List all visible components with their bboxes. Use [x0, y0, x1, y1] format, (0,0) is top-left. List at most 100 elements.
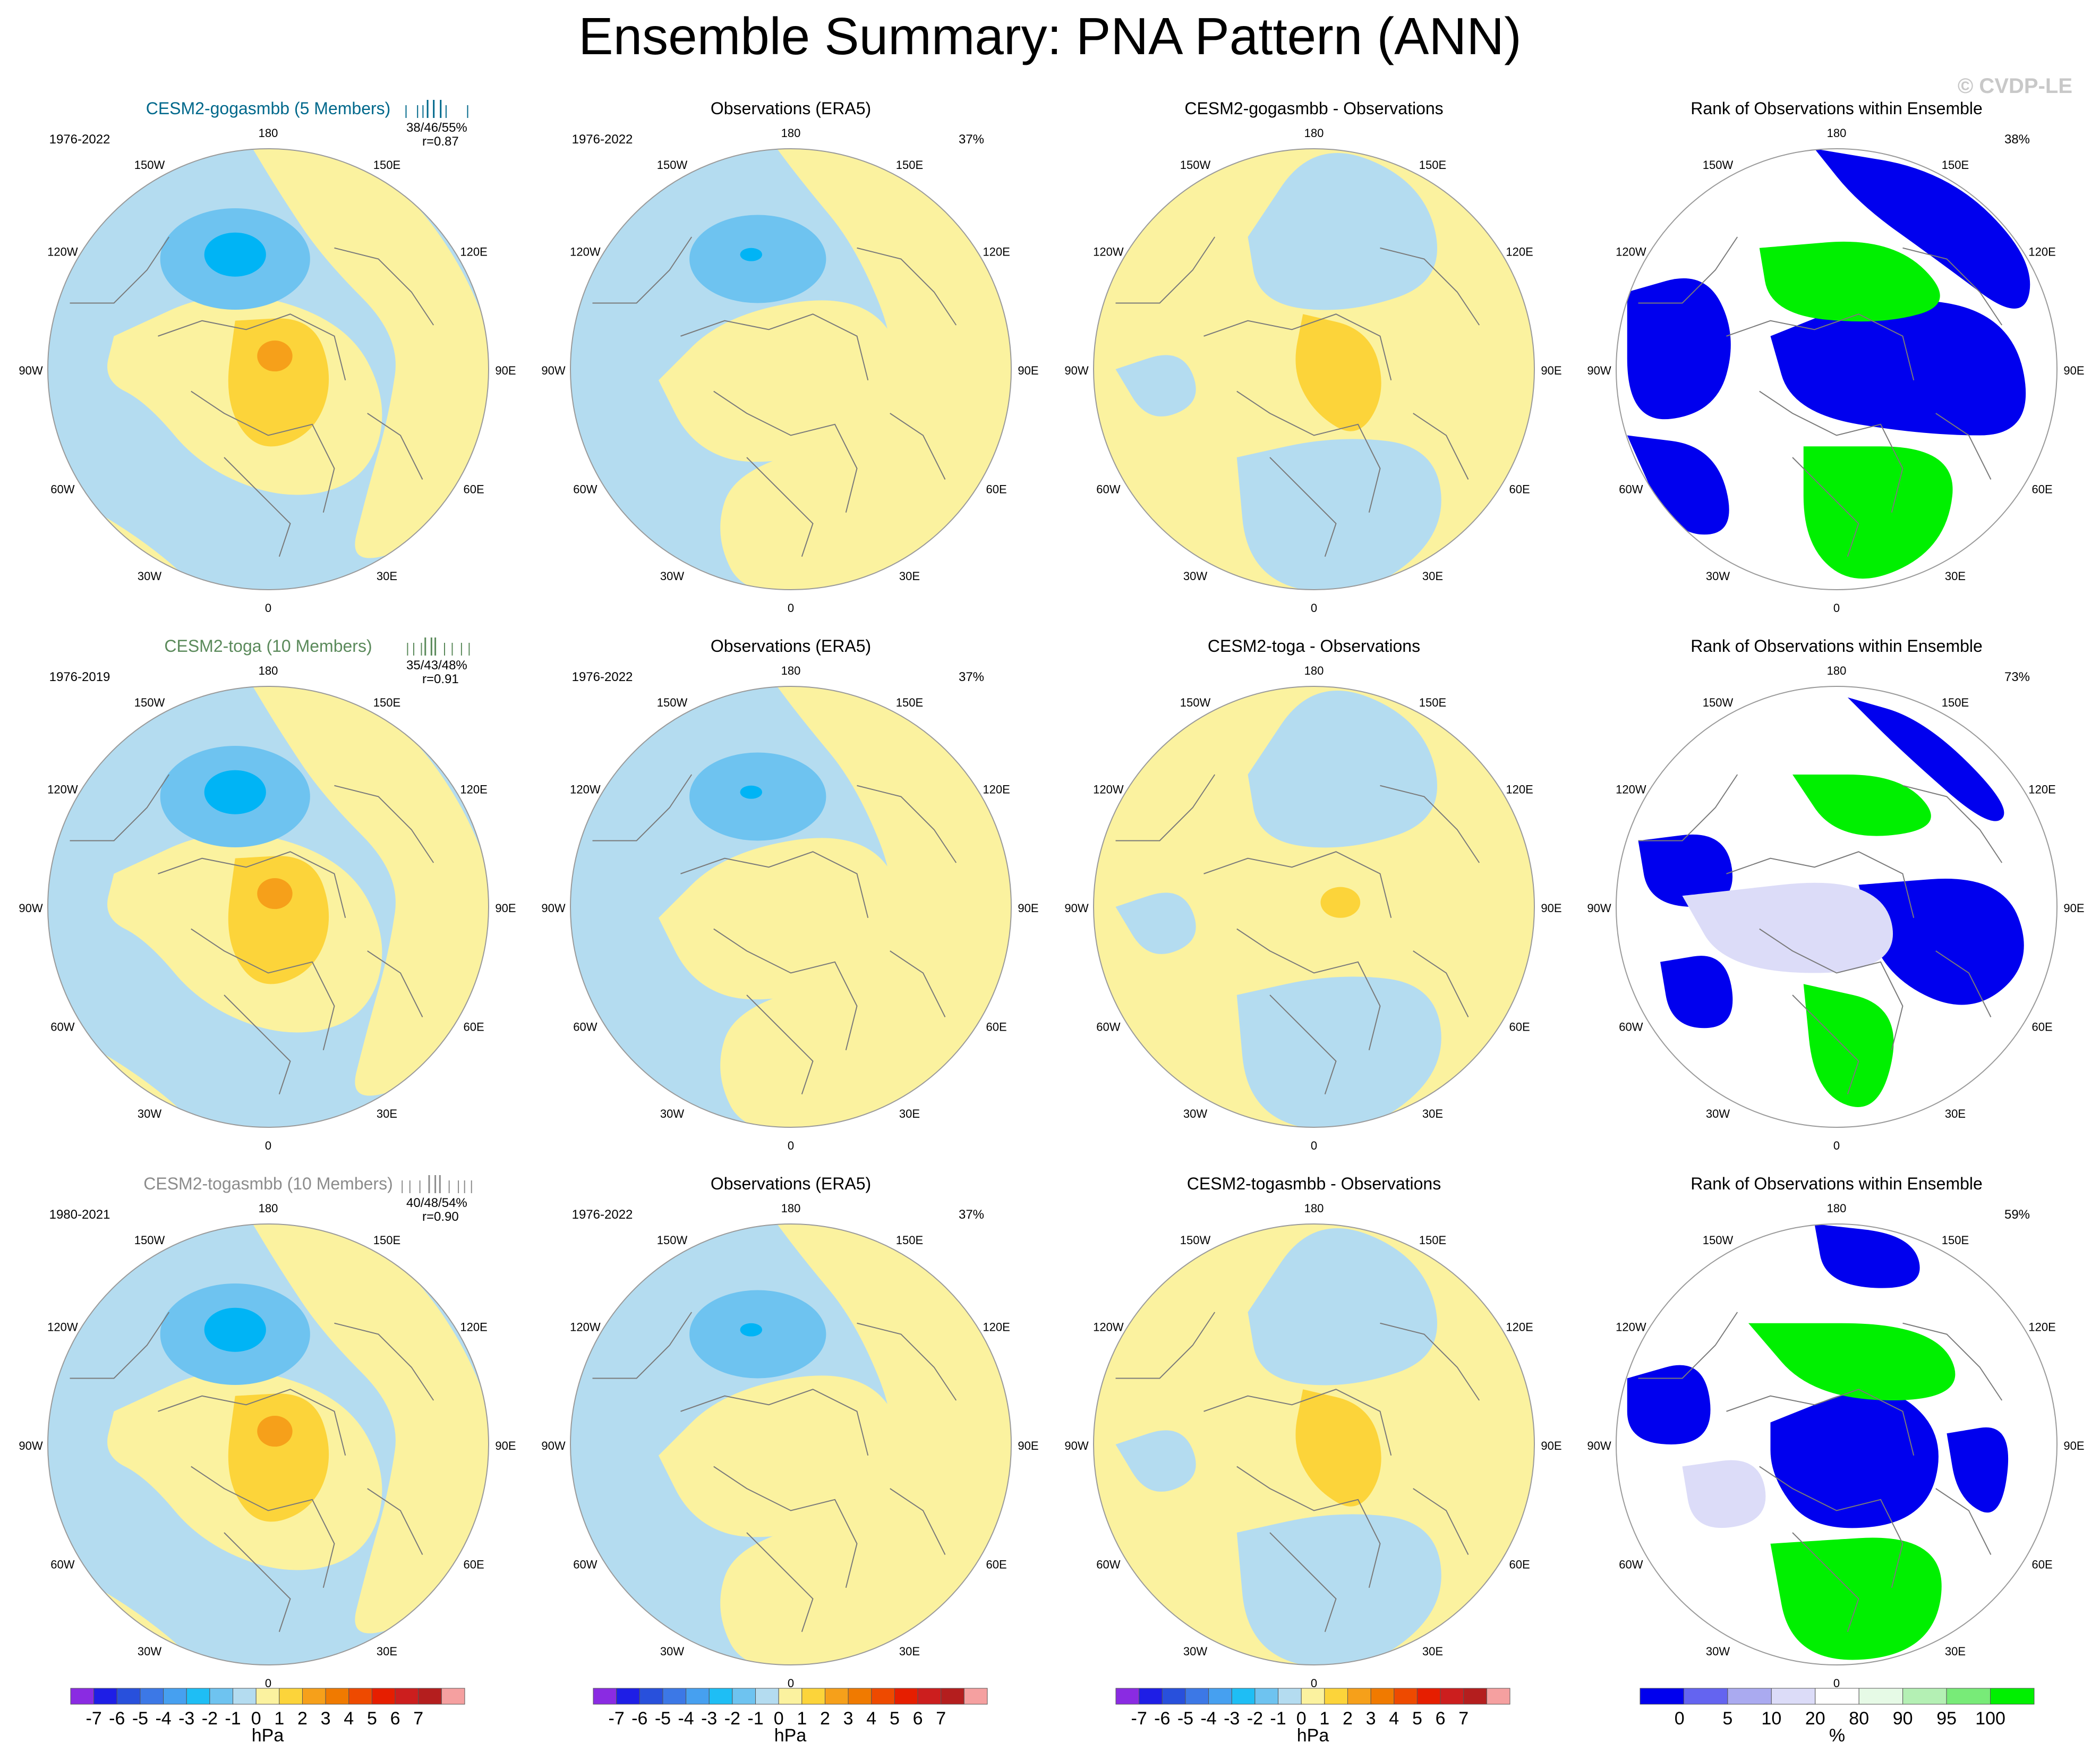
- colorbar-swatch: [1208, 1688, 1232, 1705]
- coastline-6: [1413, 413, 1469, 480]
- lon-label-30w: 30W: [660, 1107, 684, 1120]
- colorbar-tick-label: -6: [631, 1708, 647, 1729]
- coastline-3: [224, 1532, 291, 1633]
- lon-label-60e: 60E: [1509, 1558, 1530, 1571]
- colorbar-tick-label: -2: [724, 1708, 740, 1729]
- panel-title: Observations (ERA5): [711, 99, 871, 118]
- lon-label-90e: 90E: [1541, 1439, 1561, 1452]
- colorbar-swatch: [186, 1688, 210, 1705]
- lon-label-120e: 120E: [1506, 783, 1533, 796]
- period-label: 1976-2022: [49, 132, 110, 147]
- coastline-2: [191, 928, 335, 1050]
- lon-label-180: 180: [1827, 664, 1847, 677]
- coastline-4: [857, 785, 957, 863]
- colorbar-tick-label: -6: [109, 1708, 125, 1729]
- lon-label-60e: 60E: [1509, 1021, 1530, 1034]
- lon-label-60w: 60W: [50, 483, 74, 496]
- colorbar-swatch: [302, 1688, 326, 1705]
- colorbar-swatch: [1162, 1688, 1186, 1705]
- colorbar-unit: hPa: [252, 1725, 284, 1746]
- rank-low-center: [1770, 299, 2026, 436]
- pattern-pct: 37%: [959, 132, 984, 147]
- negative-region-north: [1248, 690, 1438, 848]
- colorbar-unit: hPa: [774, 1725, 807, 1746]
- colorbar-tick-label: 0: [251, 1708, 261, 1729]
- period-label: 1980-2021: [49, 1208, 110, 1222]
- lon-label-150e: 150E: [1419, 1234, 1446, 1247]
- colorbar-swatch: [616, 1688, 640, 1705]
- colorbar-swatch: [848, 1688, 872, 1705]
- period-label: 1976-2022: [572, 1208, 633, 1222]
- negative-region-west: [1115, 355, 1196, 416]
- lon-label-120w: 120W: [47, 1321, 78, 1334]
- map-field: [1616, 686, 2057, 1127]
- positive-core: [1295, 1389, 1381, 1507]
- lon-label-180: 180: [1827, 1202, 1847, 1215]
- colorbar-swatch: [1416, 1688, 1441, 1705]
- lon-label-60e: 60E: [986, 483, 1007, 496]
- map-border: [47, 686, 489, 1128]
- colorbar-swatch: [755, 1688, 779, 1705]
- negative-region-north: [1248, 152, 1438, 310]
- colorbar-tick-label: -1: [747, 1708, 763, 1729]
- colorbar-tick-label: 4: [1389, 1708, 1399, 1729]
- colorbar-swatch: [593, 1688, 617, 1705]
- coastline-3: [1269, 994, 1337, 1095]
- colorbar-tick-label: 3: [321, 1708, 331, 1729]
- colorbar-tick-label: -4: [678, 1708, 694, 1729]
- colorbar-swatch: [1486, 1688, 1510, 1705]
- lon-label-120e: 120E: [2028, 245, 2055, 259]
- coastline-2: [1759, 928, 1903, 1050]
- coastline-2: [1236, 928, 1381, 1050]
- lon-label-90e: 90E: [1018, 902, 1038, 915]
- lon-label-120w: 120W: [47, 783, 78, 796]
- lon-label-120w: 120W: [1616, 783, 1646, 796]
- lon-label-120w: 120W: [1093, 1321, 1124, 1334]
- colorbar-swatch: [1440, 1688, 1464, 1705]
- positive-region-central: [659, 300, 904, 462]
- colorbar-swatch: [1683, 1688, 1728, 1705]
- rank-high-north: [1759, 241, 1940, 322]
- map-panel-r1c1: 180 150E 120E 90E 60E 30E 0 30W 60W 90W 120W 150W CE…: [19, 99, 516, 615]
- coastline-3: [224, 457, 291, 557]
- lon-label-150w: 150W: [657, 1234, 688, 1247]
- lon-label-150e: 150E: [373, 158, 400, 172]
- coastline-1: [158, 313, 346, 380]
- colorbar-tick-label: -3: [178, 1708, 194, 1729]
- coastline-1: [1726, 1389, 1915, 1456]
- colorbar-swatch: [1727, 1688, 1772, 1705]
- lon-label-150w: 150W: [1180, 158, 1211, 172]
- lon-label-0: 0: [1311, 601, 1317, 615]
- colorbar-tick-label: -1: [225, 1708, 241, 1729]
- map-border: [47, 1223, 489, 1665]
- coastline-6: [367, 950, 423, 1017]
- lon-label-90w: 90W: [541, 902, 565, 915]
- colorbar-swatch: [1115, 1688, 1140, 1705]
- positive-center: [257, 1416, 293, 1447]
- lon-label-60e: 60E: [464, 483, 484, 496]
- coastline-6: [367, 413, 423, 480]
- colorbar-tick-label: 4: [344, 1708, 354, 1729]
- lon-label-60e: 60E: [2032, 1021, 2053, 1034]
- map-panel-r3c2: 180 150E 120E 90E 60E 30E 0 30W 60W 90W 120W 150W Ob…: [541, 1174, 1038, 1690]
- stats-percentiles: 38/46/55%: [406, 121, 467, 135]
- coastline-1: [1726, 313, 1915, 380]
- lon-label-30e: 30E: [899, 569, 920, 583]
- pattern-pct: 37%: [959, 670, 984, 684]
- positive-core: [228, 856, 329, 984]
- colorbar-swatch: [824, 1688, 849, 1705]
- lon-label-150w: 150W: [1180, 696, 1211, 709]
- coastline-1: [680, 1389, 869, 1456]
- colorbar-tick-label: 10: [1761, 1708, 1781, 1729]
- map-field: [1094, 149, 1534, 590]
- stats-correlation: r=0.87: [422, 134, 459, 149]
- lon-label-30w: 30W: [138, 1645, 161, 1658]
- lon-label-150w: 150W: [1180, 1234, 1211, 1247]
- colorbar-tick-label: -7: [86, 1708, 102, 1729]
- coastline-6: [1935, 413, 1992, 480]
- lon-label-120e: 120E: [460, 245, 487, 259]
- coastline-2: [191, 390, 335, 513]
- map-panel-r2c1: 180 150E 120E 90E 60E 30E 0 30W 60W 90W 120W 150W CE…: [19, 636, 516, 1152]
- colorbar-1: -7 -6 -5 -4 -3 -2 -1 0 1 2 3 4 5 6 7 hPa: [70, 1688, 465, 1746]
- lon-label-0: 0: [265, 1139, 271, 1152]
